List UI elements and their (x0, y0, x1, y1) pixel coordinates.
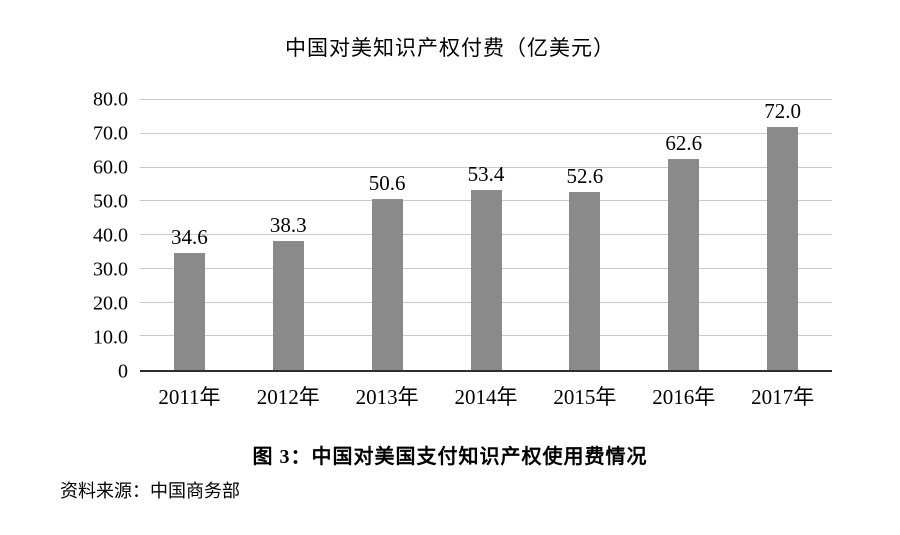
gridline (140, 99, 832, 100)
bar-value-label: 50.6 (368, 171, 406, 196)
bar-value-label: 38.3 (269, 212, 307, 237)
bar-value-label: 34.6 (171, 225, 208, 250)
bar (767, 127, 799, 370)
gridline (140, 132, 832, 134)
bar-group: 50.6 (338, 100, 437, 370)
x-tick-label: 2011年 (158, 385, 221, 409)
bar-group: 52.6 (535, 100, 634, 370)
y-axis: 0 10.0 20.0 30.0 40.0 50.0 60.0 70.0 80.0 (36, 89, 128, 383)
y-tick-label: 20.0 (93, 292, 128, 315)
y-tick-label: 30.0 (93, 258, 128, 281)
bar-series: 34.6 38.3 50.6 53.4 52.6 62.6 72.0 (140, 100, 832, 370)
bar-group: 53.4 (437, 100, 536, 370)
y-tick-label: 0 (118, 360, 128, 383)
x-tick-label: 2013年 (355, 385, 419, 409)
x-axis: 2011年 2012年 2013年 2014年 2015年 2016年 2017年 (140, 381, 832, 411)
bar-group: 38.3 (239, 100, 338, 370)
y-tick-label: 50.0 (93, 190, 128, 213)
bar (470, 189, 502, 370)
bar-group: 34.6 (140, 100, 239, 370)
y-tick-label: 60.0 (93, 156, 128, 179)
source-note: 资料来源：中国商务部 (60, 481, 240, 501)
x-tick-label: 2017年 (751, 385, 815, 409)
bar (668, 158, 700, 370)
gridline (140, 166, 832, 168)
x-tick-label: 2012年 (256, 385, 320, 409)
y-tick-label: 40.0 (93, 224, 128, 247)
bar (569, 192, 601, 370)
bar-group: 62.6 (634, 100, 733, 370)
figure-caption: 图 3：中国对美国支付知识产权使用费情况 (252, 446, 648, 468)
y-tick-label: 80.0 (93, 88, 128, 111)
plot-area: 34.6 38.3 50.6 53.4 52.6 62.6 72.0 (140, 99, 832, 372)
bar-value-label: 62.6 (665, 130, 703, 155)
bar (173, 253, 205, 370)
bar-group: 72.0 (733, 100, 832, 370)
x-tick-label: 2015年 (553, 385, 617, 409)
chart-title: 中国对美知识产权付费（亿美元） (285, 36, 615, 60)
y-tick-label: 70.0 (93, 122, 128, 145)
x-tick-label: 2016年 (652, 385, 716, 409)
bar-value-label: 72.0 (764, 99, 801, 123)
bar (371, 199, 403, 370)
bar-value-label: 53.4 (467, 161, 505, 186)
x-tick-label: 2014年 (454, 385, 518, 409)
bar (272, 240, 304, 370)
y-tick-label: 10.0 (93, 326, 128, 349)
bar-value-label: 52.6 (566, 164, 604, 189)
